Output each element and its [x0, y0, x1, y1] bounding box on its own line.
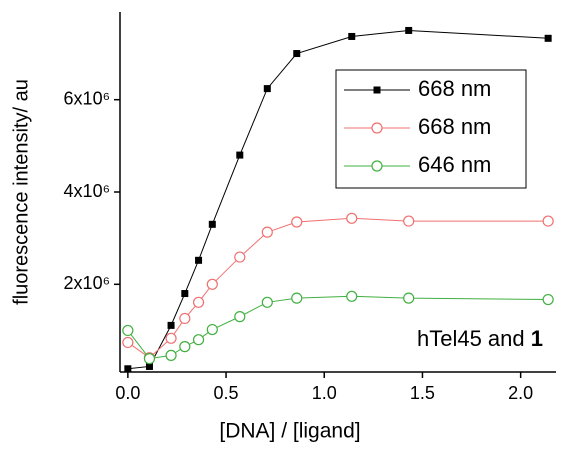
marker — [261, 226, 273, 238]
y-tick-label: 2x10⁶ — [64, 273, 110, 293]
marker — [346, 212, 358, 224]
marker — [371, 160, 383, 172]
marker — [373, 86, 381, 94]
marker — [403, 292, 415, 304]
marker — [234, 311, 246, 323]
marker — [405, 26, 413, 34]
x-tick-label: 2.0 — [508, 383, 533, 403]
marker — [208, 220, 216, 228]
y-tick-label: 6x10⁶ — [64, 88, 110, 108]
x-tick-label: 1.0 — [312, 383, 337, 403]
marker — [263, 85, 271, 93]
x-tick-label: 0.0 — [115, 383, 140, 403]
x-axis-label: [DNA] / [ligand] — [219, 420, 360, 443]
annotation-text: hTel45 and — [417, 326, 525, 351]
marker — [167, 321, 175, 329]
marker — [143, 353, 156, 365]
marker — [346, 290, 358, 302]
annotation-bold: 1 — [531, 326, 543, 351]
marker — [261, 296, 273, 308]
marker — [165, 349, 177, 361]
marker — [179, 312, 191, 325]
legend-label: 668 nm — [418, 114, 491, 139]
marker — [122, 336, 134, 349]
marker — [542, 293, 554, 306]
marker — [165, 332, 177, 344]
annotation: hTel45 and 1 — [417, 326, 543, 351]
marker — [192, 334, 205, 346]
legend-label: 646 nm — [418, 152, 491, 177]
marker — [206, 278, 218, 290]
marker — [145, 362, 153, 370]
x-tick-label: 1.5 — [410, 383, 435, 403]
marker — [192, 296, 205, 308]
y-axis-label: fluorescence intensity/ au — [10, 79, 32, 305]
marker — [181, 290, 189, 298]
marker — [544, 34, 552, 42]
marker — [293, 50, 301, 58]
marker — [195, 256, 203, 264]
marker — [403, 215, 415, 227]
x-tick-label: 0.5 — [214, 383, 239, 403]
marker — [348, 32, 356, 40]
marker — [179, 341, 191, 353]
marker — [542, 215, 554, 227]
marker — [291, 216, 303, 228]
legend-label: 668 nm — [418, 76, 491, 101]
marker — [291, 292, 303, 304]
marker — [124, 365, 132, 373]
marker — [122, 324, 134, 337]
y-tick-label: 4x10⁶ — [64, 181, 110, 201]
marker — [206, 323, 218, 336]
marker — [234, 251, 246, 263]
series-line — [127, 29, 549, 370]
marker — [236, 151, 244, 159]
marker — [371, 122, 383, 134]
